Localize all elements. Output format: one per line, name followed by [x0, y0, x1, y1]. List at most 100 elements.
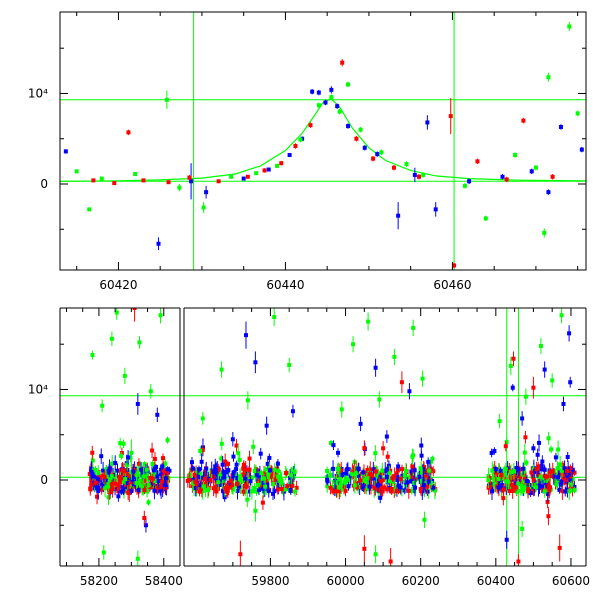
bottom-cluster-point: [150, 448, 155, 453]
bottom-point-blue-13: [275, 461, 280, 466]
bottom-cluster-point: [395, 478, 400, 483]
bottom-cluster-point: [220, 478, 225, 483]
bottom-cluster-point: [117, 474, 122, 479]
bottom-cluster-point: [354, 485, 359, 490]
bottom-cluster-point: [513, 485, 518, 490]
bottom-point-green-0: [90, 353, 95, 358]
top-point-red-1: [112, 181, 117, 186]
bottom-cluster-point: [523, 435, 528, 440]
bottom-cluster-point: [366, 481, 371, 486]
top-point-red-14: [371, 156, 376, 161]
top-point-blue-3: [204, 190, 209, 195]
bottom-cluster-point: [396, 489, 401, 494]
top-point-green-6: [201, 205, 206, 210]
top-point-green-15: [358, 127, 363, 132]
bottom-cluster-point: [503, 467, 508, 472]
top-point-blue-8: [310, 89, 315, 94]
bottom-cluster-point: [372, 486, 377, 491]
bottom-point-blue-27: [542, 367, 547, 372]
bottom-cluster-point: [155, 485, 160, 490]
bottom-cluster-point: [265, 461, 270, 466]
bottom-cluster-point: [252, 485, 257, 490]
bottom-cluster-point: [131, 469, 136, 474]
bottom-cluster-point: [350, 472, 355, 477]
bottom-cluster-point: [569, 482, 574, 487]
bottom-cluster-point: [501, 487, 506, 492]
top-point-blue-11: [329, 87, 334, 92]
bottom-cluster-point: [390, 476, 395, 481]
bottom-cluster-point: [492, 449, 497, 454]
bottom-cluster-point: [284, 471, 289, 476]
bottom-cluster-point: [337, 477, 342, 482]
bottom-cluster-point: [199, 486, 204, 491]
bottom-cluster-point: [516, 467, 521, 472]
top-point-red-20: [504, 177, 509, 182]
bottom-cluster-point: [123, 472, 128, 477]
bottom-cluster-point: [363, 478, 368, 483]
bottom-cluster-point: [134, 481, 139, 486]
bottom-cluster-point: [499, 486, 504, 491]
bottom-cluster-point: [263, 467, 268, 472]
bottom-cluster-point: [426, 479, 431, 484]
bottom-cluster-point: [362, 446, 367, 451]
bottom-point-blue-24: [510, 385, 515, 390]
bottom-cluster-point: [331, 443, 336, 448]
bottom-cluster-point: [570, 467, 575, 472]
bottom-cluster-point: [409, 479, 414, 484]
bottom-cluster-point: [190, 481, 195, 486]
top-point-blue-10: [323, 100, 328, 105]
bottom-cluster-point: [524, 460, 529, 465]
bottom-cluster-point: [560, 463, 565, 468]
bottom-cluster-point: [559, 479, 564, 484]
bottom-cluster-point: [272, 489, 277, 494]
bottom-cluster-point: [197, 489, 202, 494]
bottom-cluster-point: [564, 471, 569, 476]
bottom-cluster-point: [342, 471, 347, 476]
bottom-cluster-point: [150, 476, 155, 481]
top-ytick-label: 0: [40, 177, 48, 191]
bottom-cluster-point: [400, 467, 405, 472]
bottom-cluster-point: [336, 466, 341, 471]
bottom-cluster-point: [229, 482, 234, 487]
bottom-cluster-point: [242, 470, 247, 475]
bottom-cluster-point: [200, 447, 205, 452]
bottom-cluster-point: [292, 470, 297, 475]
bottom-point-red-9: [279, 487, 284, 492]
bottom-cluster-point: [345, 467, 350, 472]
bottom-cluster-point: [157, 481, 162, 486]
bottom-point-green-13: [245, 398, 250, 403]
bottom-cluster-point: [140, 471, 145, 476]
top-point-blue-21: [500, 174, 505, 179]
bottom-cluster-point: [340, 472, 345, 477]
bottom-point-green-14: [272, 315, 277, 320]
top-plot-area: [60, 12, 586, 270]
bottom-cluster-point: [236, 451, 241, 456]
bottom-cluster-point: [420, 485, 425, 490]
bottom-cluster-point: [519, 483, 524, 488]
bottom-cluster-point: [152, 456, 157, 461]
bottom-cluster-point: [560, 468, 565, 473]
bottom-cluster-point: [494, 470, 499, 475]
bottom-cluster-point: [293, 489, 298, 494]
bottom-cluster-point: [108, 477, 113, 482]
bottom-cluster-point: [522, 450, 527, 455]
bottom-cluster-point: [337, 480, 342, 485]
bottom-cluster-point: [243, 484, 248, 489]
bottom-cluster-point: [146, 477, 151, 482]
bottom-point-green-31: [559, 313, 564, 318]
top-point-red-21: [521, 118, 526, 123]
bottom-cluster-point: [121, 441, 126, 446]
bottom-point-green-19: [366, 319, 371, 324]
bottom-cluster-point: [204, 479, 209, 484]
bottom-point-red-15: [418, 487, 423, 492]
top-point-red-9: [279, 161, 284, 166]
bottom-cluster-point: [486, 478, 491, 483]
bottom-point-blue-11: [253, 360, 258, 365]
bottom-cluster-point: [198, 448, 203, 453]
top-point-red-12: [340, 60, 345, 65]
bottom-cluster-point: [216, 467, 221, 472]
bottom-point-blue-20: [407, 389, 412, 394]
bottom-cluster-point: [430, 456, 435, 461]
bottom-cluster-point: [230, 487, 235, 492]
bottom-xtick-label: 58200: [80, 574, 118, 588]
